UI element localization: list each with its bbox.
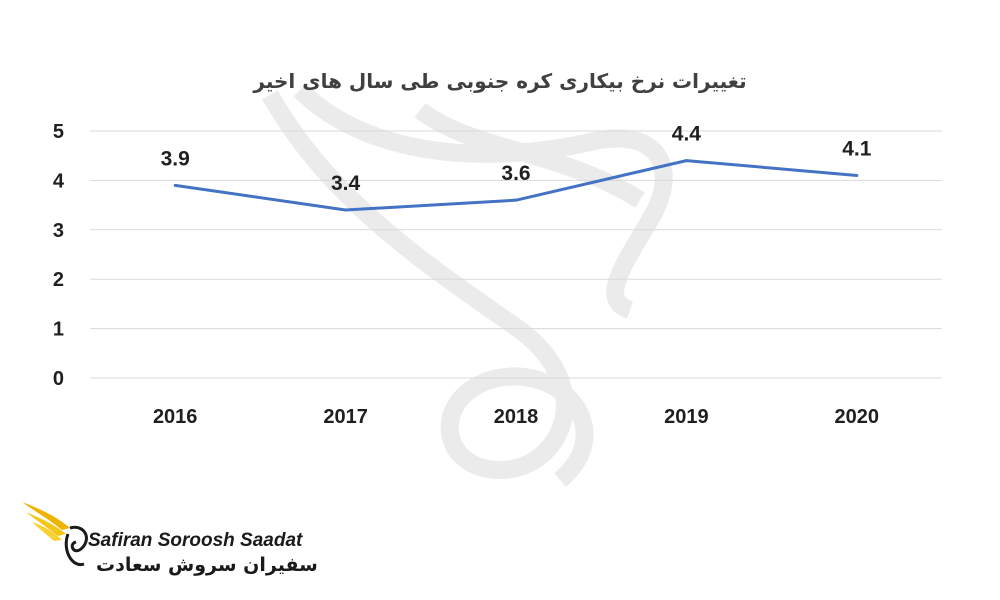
gridlines bbox=[90, 130, 942, 379]
data-point bbox=[855, 173, 859, 177]
bird-wing-logo-icon bbox=[22, 502, 88, 567]
x-tick-label: 2020 bbox=[835, 406, 880, 428]
x-tick-label: 2019 bbox=[664, 406, 709, 428]
logo-name-fa: سفیران سروش سعادت bbox=[96, 554, 318, 576]
x-tick-label: 2017 bbox=[323, 406, 368, 428]
y-tick-label: 1 bbox=[53, 319, 64, 341]
data-point bbox=[514, 198, 518, 202]
chart-title: تغییرات نرخ بیکاری کره جنوبی طی سال های … bbox=[252, 69, 746, 93]
data-point bbox=[684, 159, 688, 163]
y-tick-label: 0 bbox=[53, 368, 64, 390]
y-axis-ticks: 0 1 2 3 4 5 bbox=[53, 121, 65, 390]
bird-watermark-icon bbox=[262, 83, 673, 487]
data-label: 3.6 bbox=[501, 162, 530, 185]
data-point bbox=[173, 183, 177, 187]
data-label: 4.4 bbox=[672, 123, 702, 146]
data-labels: 3.9 3.4 3.6 4.4 4.1 bbox=[161, 123, 872, 195]
y-tick-label: 4 bbox=[53, 170, 65, 192]
data-label: 4.1 bbox=[842, 137, 872, 160]
x-tick-label: 2018 bbox=[494, 406, 539, 428]
y-tick-label: 3 bbox=[53, 220, 64, 242]
x-tick-label: 2016 bbox=[153, 406, 198, 428]
y-tick-label: 2 bbox=[53, 269, 64, 291]
data-label: 3.4 bbox=[331, 172, 361, 195]
data-point bbox=[344, 208, 348, 212]
company-logo: Safiran Soroosh Saadat سفیران سروش سعادت bbox=[18, 494, 318, 584]
y-tick-label: 5 bbox=[53, 121, 64, 143]
x-axis-ticks: 2016 2017 2018 2019 2020 bbox=[153, 406, 879, 428]
data-label: 3.9 bbox=[161, 147, 190, 170]
logo-name-en: Safiran Soroosh Saadat bbox=[88, 530, 303, 551]
series-layer bbox=[173, 159, 859, 212]
